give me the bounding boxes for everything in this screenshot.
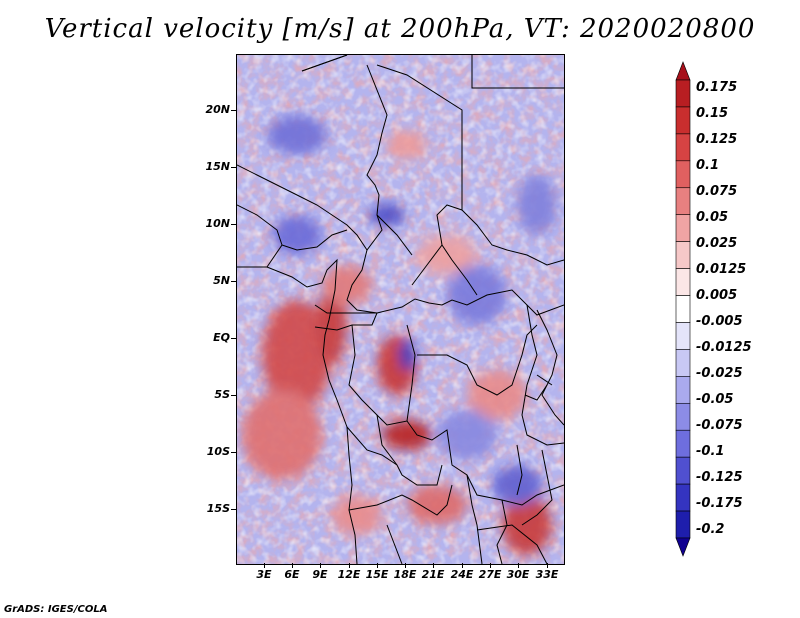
- lon-label-6e: 6E: [284, 568, 300, 581]
- country-borders: [237, 55, 564, 564]
- lon-label-24e: 24E: [450, 568, 474, 581]
- lon-label-33e: 33E: [535, 568, 559, 581]
- lat-label-5s: 5S: [214, 388, 230, 401]
- colorbar-top-arrow: [675, 61, 691, 81]
- colorbar-bottom-arrow: [675, 537, 691, 557]
- colorbar-bin: [675, 160, 691, 189]
- colorbar-label: 0.15: [696, 106, 729, 121]
- colorbar-bin: [675, 376, 691, 404]
- colorbar-label: -0.005: [696, 314, 743, 329]
- lon-label-18e: 18E: [393, 568, 417, 581]
- lon-label-12e: 12E: [337, 568, 361, 581]
- lat-label-10s: 10S: [206, 445, 230, 458]
- colorbar-bin: [675, 214, 691, 242]
- colorbar-label: -0.1: [696, 444, 725, 459]
- chart-title: Vertical velocity [m/s] at 200hPa, VT: 2…: [44, 14, 756, 44]
- colorbar-bin: [675, 429, 691, 458]
- colorbar-label: -0.05: [696, 392, 734, 407]
- colorbar-bin: [675, 322, 691, 350]
- colorbar-bin: [675, 456, 691, 485]
- lat-label-15n: 15N: [205, 160, 230, 173]
- velocity-field: [237, 55, 564, 564]
- lon-label-21e: 21E: [421, 568, 445, 581]
- colorbar-label: 0.125: [696, 132, 738, 147]
- lat-label-20n: 20N: [205, 103, 230, 116]
- lon-label-30e: 30E: [506, 568, 530, 581]
- lat-label-5n: 5N: [213, 274, 230, 287]
- colorbar-bin: [675, 349, 691, 377]
- colorbar-bin: [675, 483, 691, 512]
- lon-label-27e: 27E: [478, 568, 502, 581]
- colorbar-label: -0.2: [696, 522, 725, 537]
- lat-label-10n: 10N: [205, 217, 230, 230]
- colorbar: [675, 61, 691, 557]
- lon-label-15e: 15E: [365, 568, 389, 581]
- colorbar-label: 0.0125: [696, 262, 747, 277]
- colorbar-label: 0.05: [696, 210, 729, 225]
- colorbar-label: 0.075: [696, 184, 738, 199]
- grads-credit: GrADS: IGES/COLA: [4, 604, 108, 615]
- colorbar-label: 0.025: [696, 236, 738, 251]
- lon-label-3e: 3E: [256, 568, 272, 581]
- colorbar-bin: [675, 106, 691, 135]
- lat-label-15s: 15S: [206, 502, 230, 515]
- colorbar-label: -0.0125: [696, 340, 752, 355]
- colorbar-bin: [675, 241, 691, 269]
- colorbar-label: 0.175: [696, 80, 738, 95]
- colorbar-label: 0.005: [696, 288, 738, 303]
- lat-label-eq: EQ: [213, 331, 230, 344]
- colorbar-bin: [675, 295, 691, 323]
- colorbar-bin: [675, 402, 691, 431]
- lon-label-9e: 9E: [312, 568, 328, 581]
- colorbar-bin: [675, 133, 691, 162]
- colorbar-bin: [675, 268, 691, 296]
- colorbar-label: -0.025: [696, 366, 743, 381]
- colorbar-label: 0.1: [696, 158, 720, 173]
- colorbar-bin: [675, 510, 691, 539]
- colorbar-label: -0.125: [696, 470, 743, 485]
- colorbar-bin: [675, 79, 691, 108]
- colorbar-bin: [675, 187, 691, 216]
- colorbar-label: -0.175: [696, 496, 743, 511]
- colorbar-label: -0.075: [696, 418, 743, 433]
- map-panel: [236, 54, 565, 565]
